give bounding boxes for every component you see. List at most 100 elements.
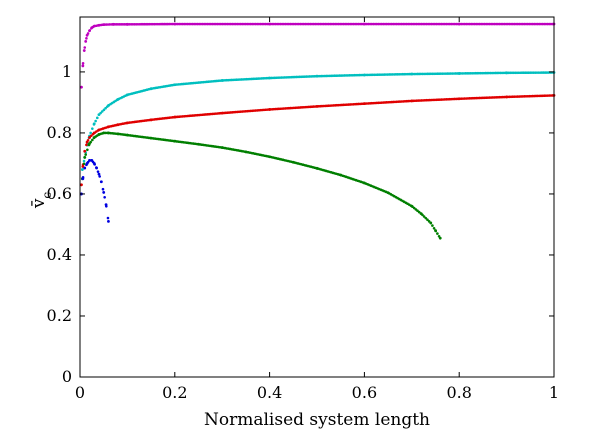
data-point bbox=[83, 149, 87, 153]
data-point bbox=[173, 83, 177, 87]
data-point bbox=[97, 113, 101, 117]
data-point bbox=[505, 95, 508, 99]
data-point bbox=[102, 191, 106, 194]
data-point bbox=[434, 229, 437, 232]
x-tick-label: 0.2 bbox=[162, 383, 187, 402]
data-point bbox=[457, 97, 461, 101]
data-point bbox=[97, 172, 101, 176]
data-point bbox=[291, 160, 295, 164]
data-point bbox=[126, 133, 129, 137]
data-point bbox=[505, 71, 508, 75]
data-point bbox=[363, 181, 366, 185]
data-point bbox=[81, 165, 85, 168]
data-point bbox=[92, 131, 96, 135]
data-point bbox=[94, 119, 97, 123]
data-point bbox=[116, 97, 120, 101]
y-tick-label: 0.4 bbox=[47, 245, 72, 264]
data-point bbox=[92, 122, 96, 126]
data-point bbox=[457, 72, 461, 75]
data-point bbox=[149, 136, 153, 140]
data-point bbox=[431, 224, 434, 227]
data-point bbox=[410, 72, 414, 76]
data-point bbox=[85, 162, 89, 165]
data-point bbox=[97, 23, 101, 27]
data-point bbox=[220, 146, 224, 149]
data-point bbox=[92, 136, 96, 139]
data-point bbox=[86, 148, 89, 152]
series-blue bbox=[80, 158, 110, 223]
series-green bbox=[80, 131, 442, 240]
data-point bbox=[80, 85, 83, 89]
data-point bbox=[88, 136, 91, 139]
data-point bbox=[102, 108, 106, 112]
data-point bbox=[149, 118, 153, 122]
data-point bbox=[339, 173, 343, 177]
data-point bbox=[268, 108, 271, 111]
data-point bbox=[85, 140, 89, 144]
y-tick-label: 1 bbox=[62, 62, 72, 81]
x-tick-label: 0.6 bbox=[352, 383, 377, 402]
data-point bbox=[80, 168, 84, 171]
data-point bbox=[90, 134, 93, 137]
data-point bbox=[90, 26, 94, 30]
data-point bbox=[410, 99, 414, 103]
data-point bbox=[268, 22, 271, 26]
data-point bbox=[432, 226, 436, 230]
data-point bbox=[85, 143, 88, 147]
data-point bbox=[83, 46, 87, 49]
data-point bbox=[88, 158, 91, 162]
data-point bbox=[104, 106, 107, 110]
data-point bbox=[173, 115, 177, 119]
tick-layer: 0 0.2 0.4 0.6 0.8 1 0 0.2 0.4 0.6 0.8 1 bbox=[47, 17, 559, 402]
data-point bbox=[82, 159, 86, 163]
data-point bbox=[220, 111, 224, 115]
data-point bbox=[84, 40, 88, 43]
data-point bbox=[81, 64, 85, 68]
plot-frame bbox=[79, 16, 555, 378]
data-point bbox=[386, 191, 390, 195]
data-point bbox=[88, 142, 91, 146]
data-point bbox=[315, 166, 319, 170]
data-point bbox=[95, 166, 98, 170]
data-point bbox=[315, 104, 319, 108]
y-tick-label: 0.6 bbox=[47, 184, 72, 203]
data-point bbox=[88, 29, 91, 33]
data-point bbox=[85, 37, 88, 40]
data-point bbox=[173, 139, 177, 143]
data-point bbox=[363, 102, 366, 106]
data-point bbox=[429, 221, 433, 225]
data-point bbox=[107, 220, 110, 223]
series-magenta bbox=[80, 22, 556, 89]
data-point bbox=[107, 131, 110, 135]
y-tick-label: 0 bbox=[62, 367, 72, 386]
data-point bbox=[103, 196, 106, 199]
data-point bbox=[97, 128, 101, 132]
y-axis-label-subscript: c bbox=[40, 192, 54, 199]
data-point bbox=[126, 121, 129, 125]
data-point bbox=[268, 76, 271, 80]
data-point bbox=[96, 170, 100, 173]
data-point bbox=[126, 93, 129, 97]
data-point bbox=[92, 24, 96, 28]
data-point bbox=[126, 22, 129, 26]
data-point bbox=[100, 110, 104, 113]
x-axis-label: Normalised system length bbox=[204, 410, 430, 430]
data-point bbox=[426, 218, 429, 222]
data-point bbox=[315, 74, 319, 78]
data-point bbox=[424, 216, 428, 220]
data-point bbox=[422, 215, 426, 218]
data-point bbox=[91, 127, 94, 130]
y-axis-label: v̄c bbox=[29, 192, 54, 210]
data-point bbox=[101, 187, 105, 191]
data-point bbox=[363, 73, 366, 77]
data-point bbox=[81, 61, 85, 65]
data-point bbox=[84, 153, 87, 156]
data-point bbox=[419, 212, 423, 216]
data-point bbox=[97, 133, 101, 136]
y-tick-label: 0.2 bbox=[47, 306, 72, 325]
plot-layer bbox=[80, 22, 556, 240]
data-point bbox=[106, 216, 110, 220]
y-axis-label-main: v̄ bbox=[29, 198, 49, 209]
data-point bbox=[363, 22, 366, 26]
data-point bbox=[107, 125, 110, 129]
